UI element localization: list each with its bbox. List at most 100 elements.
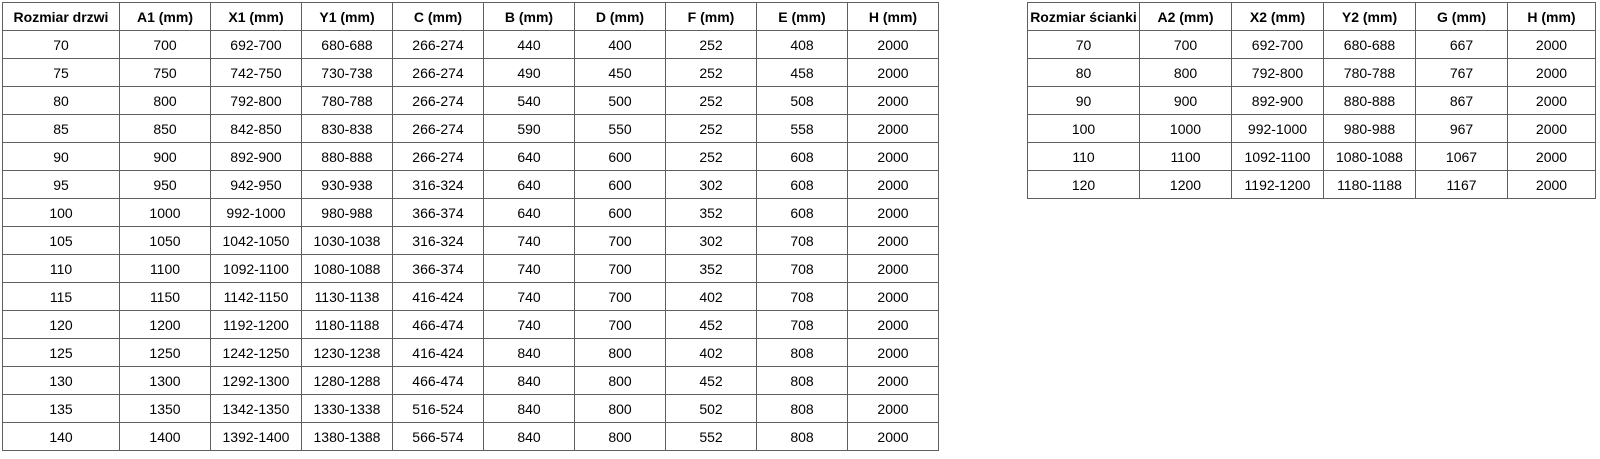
column-header: A1 (mm) — [119, 2, 211, 31]
table-cell: 950 — [119, 170, 211, 199]
column-header: Y2 (mm) — [1323, 2, 1416, 31]
table-cell: 980-988 — [1323, 114, 1416, 143]
column-header: Y1 (mm) — [301, 2, 393, 31]
table-cell: 600 — [574, 198, 666, 227]
table-cell: 366-374 — [392, 198, 484, 227]
table-cell: 1180-1188 — [301, 310, 393, 339]
table-cell: 402 — [665, 338, 757, 367]
table-cell: 540 — [483, 86, 575, 115]
table-cell: 130 — [2, 366, 120, 395]
table-cell: 2000 — [1507, 170, 1596, 199]
table-cell: 302 — [665, 170, 757, 199]
table-cell: 840 — [483, 394, 575, 423]
table-cell: 2000 — [847, 170, 939, 199]
table-cell: 135 — [2, 394, 120, 423]
table-cell: 842-850 — [210, 114, 302, 143]
table-cell: 1342-1350 — [210, 394, 302, 423]
table-cell: 352 — [665, 254, 757, 283]
table-cell: 1180-1188 — [1323, 170, 1416, 199]
table-cell: 892-900 — [1231, 86, 1324, 115]
table-row: 135 1350 1342-1350 1330-1338 516-524 840 800 50… — [2, 394, 939, 423]
table-cell: 800 — [574, 338, 666, 367]
table-cell: 95 — [2, 170, 120, 199]
table-cell: 1000 — [1139, 114, 1232, 143]
table-cell: 115 — [2, 282, 120, 311]
table-cell: 80 — [1027, 58, 1140, 87]
table-cell: 2000 — [1507, 86, 1596, 115]
table-cell: 2000 — [1507, 142, 1596, 171]
table-cell: 750 — [119, 58, 211, 87]
table-cell: 316-324 — [392, 170, 484, 199]
table-cell: 110 — [1027, 142, 1140, 171]
table-cell: 1300 — [119, 366, 211, 395]
table-cell: 502 — [665, 394, 757, 423]
table-cell: 252 — [665, 58, 757, 87]
table-cell: 880-888 — [1323, 86, 1416, 115]
table-cell: 2000 — [847, 114, 939, 143]
table-cell: 680-688 — [1323, 30, 1416, 59]
table-cell: 600 — [574, 142, 666, 171]
table-cell: 1380-1388 — [301, 422, 393, 451]
table-cell: 1192-1200 — [210, 310, 302, 339]
table-cell: 1200 — [1139, 170, 1232, 199]
table-cell: 692-700 — [1231, 30, 1324, 59]
table-cell: 1100 — [119, 254, 211, 283]
table-cell: 302 — [665, 226, 757, 255]
table-cell: 466-474 — [392, 366, 484, 395]
table-cell: 608 — [756, 142, 848, 171]
table-cell: 900 — [1139, 86, 1232, 115]
table-cell: 566-574 — [392, 422, 484, 451]
table-row: 70 700 692-700 680-688 667 2000 — [1027, 30, 1596, 59]
table-cell: 416-424 — [392, 338, 484, 367]
column-header: E (mm) — [756, 2, 848, 31]
table-cell: 500 — [574, 86, 666, 115]
wall-size-table: Rozmiar ścianki A2 (mm) X2 (mm) Y2 (mm) G (m… — [1027, 2, 1596, 199]
table-cell: 780-788 — [301, 86, 393, 115]
table-row: 100 1000 992-1000 980-988 967 2000 — [1027, 114, 1596, 143]
table-row: 80 800 792-800 780-788 266-274 540 500 252 508 20… — [2, 86, 939, 115]
table-cell: 2000 — [847, 282, 939, 311]
table-cell: 2000 — [847, 30, 939, 59]
table-row: 80 800 792-800 780-788 767 2000 — [1027, 58, 1596, 87]
column-header: B (mm) — [483, 2, 575, 31]
table-cell: 967 — [1415, 114, 1508, 143]
table-cell: 2000 — [847, 338, 939, 367]
table-cell: 1167 — [1415, 170, 1508, 199]
table-cell: 70 — [1027, 30, 1140, 59]
table-cell: 2000 — [847, 366, 939, 395]
table-cell: 800 — [1139, 58, 1232, 87]
table-row: 110 1100 1092-1100 1080-1088 366-374 740 700 35… — [2, 254, 939, 283]
header-row: Rozmiar drzwi A1 (mm) X1 (mm) Y1 (mm) C (mm)… — [2, 2, 939, 31]
table-cell: 1030-1038 — [301, 226, 393, 255]
column-header: C (mm) — [392, 2, 484, 31]
table-cell: 2000 — [1507, 114, 1596, 143]
table-cell: 490 — [483, 58, 575, 87]
table-cell: 125 — [2, 338, 120, 367]
table-cell: 792-800 — [210, 86, 302, 115]
table-cell: 1092-1100 — [1231, 142, 1324, 171]
table-cell: 552 — [665, 422, 757, 451]
table-cell: 808 — [756, 338, 848, 367]
table-cell: 450 — [574, 58, 666, 87]
table-row: 125 1250 1242-1250 1230-1238 416-424 840 800 40… — [2, 338, 939, 367]
table-cell: 105 — [2, 226, 120, 255]
table-cell: 730-738 — [301, 58, 393, 87]
table-cell: 992-1000 — [1231, 114, 1324, 143]
table-cell: 900 — [119, 142, 211, 171]
table-cell: 680-688 — [301, 30, 393, 59]
table-cell: 740 — [483, 254, 575, 283]
table-cell: 1392-1400 — [210, 422, 302, 451]
table-cell: 1130-1138 — [301, 282, 393, 311]
table-cell: 840 — [483, 338, 575, 367]
table-cell: 452 — [665, 310, 757, 339]
table-cell: 780-788 — [1323, 58, 1416, 87]
column-header: Rozmiar drzwi — [2, 2, 120, 31]
table-cell: 1292-1300 — [210, 366, 302, 395]
table-cell: 120 — [1027, 170, 1140, 199]
table-cell: 980-988 — [301, 198, 393, 227]
table-cell: 1000 — [119, 198, 211, 227]
table-cell: 1280-1288 — [301, 366, 393, 395]
table-cell: 640 — [483, 198, 575, 227]
table-cell: 1330-1338 — [301, 394, 393, 423]
